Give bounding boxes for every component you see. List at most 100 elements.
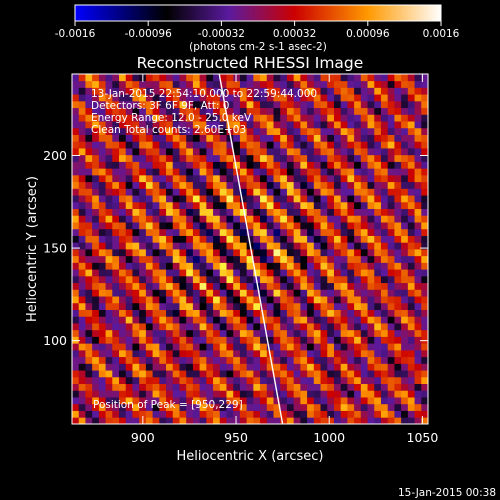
heatmap-cell [213,376,221,385]
heatmap-cell [233,154,241,162]
heatmap-cell [421,127,429,135]
heatmap-cell [273,397,281,405]
heatmap-cell [374,323,382,331]
heatmap-cell [98,215,106,223]
heatmap-cell [213,289,221,297]
heatmap-cell [139,208,147,216]
heatmap-cell [307,336,315,344]
heatmap-cell [219,201,227,210]
heatmap-cell [260,235,268,243]
heatmap-cell [340,107,348,115]
heatmap-cell [380,87,389,95]
heatmap-cell [407,275,415,284]
heatmap-cell [78,309,86,317]
heatmap-cell [380,302,389,310]
heatmap-cell [260,397,268,405]
heatmap-cell [226,107,234,115]
heatmap-cell [98,127,106,135]
heatmap-cell [421,161,429,169]
heatmap-cell [166,343,174,351]
heatmap-cell [293,336,301,344]
heatmap-cell [286,249,295,257]
heatmap-cell [119,228,127,236]
heatmap-cell [407,242,415,250]
heatmap-cell [320,87,328,95]
heatmap-cell [78,343,86,351]
heatmap-cell [85,242,93,250]
heatmap-cell [226,235,234,243]
heatmap-cell [260,343,268,351]
heatmap-cell [340,343,348,351]
heatmap-cell [172,309,180,317]
heatmap-cell [78,269,86,277]
heatmap-cell [105,329,113,337]
heatmap-cell [226,249,234,257]
heatmap-cell [293,383,301,391]
heatmap-cell [179,127,187,135]
heatmap-cell [92,343,100,351]
heatmap-cell [300,370,308,378]
heatmap-cell [394,181,402,189]
heatmap-cell [286,242,295,250]
heatmap-cell [186,383,194,391]
heatmap-cell [72,222,80,230]
heatmap-cell [233,174,241,183]
heatmap-cell [172,127,180,135]
heatmap-cell [239,255,248,263]
heatmap-cell [286,403,295,411]
heatmap-cell [414,397,422,405]
heatmap-cell [132,343,140,351]
heatmap-cell [139,343,147,351]
heatmap-cell [320,282,328,290]
heatmap-cell [333,80,342,88]
heatmap-cell [307,255,315,263]
heatmap-cell [172,343,180,351]
heatmap-cell [179,188,187,196]
heatmap-cell [213,107,221,115]
heatmap-cell [360,181,368,189]
heatmap-cell [266,141,274,149]
heatmap-cell [119,397,127,405]
heatmap-cell [327,316,335,324]
heatmap-cell [239,323,248,331]
heatmap-cell [125,141,133,149]
heatmap-cell [239,249,248,257]
heatmap-cell [219,316,227,324]
heatmap-cell [92,397,100,405]
heatmap-cell [98,356,106,364]
heatmap-cell [260,390,268,398]
heatmap-cell [340,349,348,358]
heatmap-cell [374,289,382,297]
heatmap-cell [233,148,241,156]
heatmap-cell [139,403,147,411]
heatmap-cell [300,302,308,310]
heatmap-cell [199,289,207,297]
heatmap-cell [380,168,389,176]
heatmap-cell [186,195,194,203]
heatmap-cell [125,289,133,297]
heatmap-cell [172,87,180,95]
heatmap-cell [85,215,93,223]
heatmap-cell [139,383,147,391]
heatmap-cell [199,134,207,142]
heatmap-cell [407,363,415,371]
heatmap-cell [172,141,180,149]
heatmap-cell [219,121,227,129]
heatmap-cell [72,262,80,270]
heatmap-cell [374,168,382,176]
heatmap-cell [119,249,127,257]
heatmap-cell [85,269,93,277]
heatmap-cell [85,195,93,203]
heatmap-cell [206,397,214,405]
heatmap-cell [152,323,160,331]
heatmap-cell [166,255,174,263]
heatmap-cell [112,356,120,364]
heatmap-cell [320,363,328,371]
heatmap-cell [280,269,288,277]
heatmap-cell [239,302,248,310]
heatmap-cell [387,390,395,398]
heatmap-cell [132,370,140,378]
heatmap-cell [78,323,86,331]
heatmap-cell [166,188,174,196]
heatmap-cell [152,127,160,135]
